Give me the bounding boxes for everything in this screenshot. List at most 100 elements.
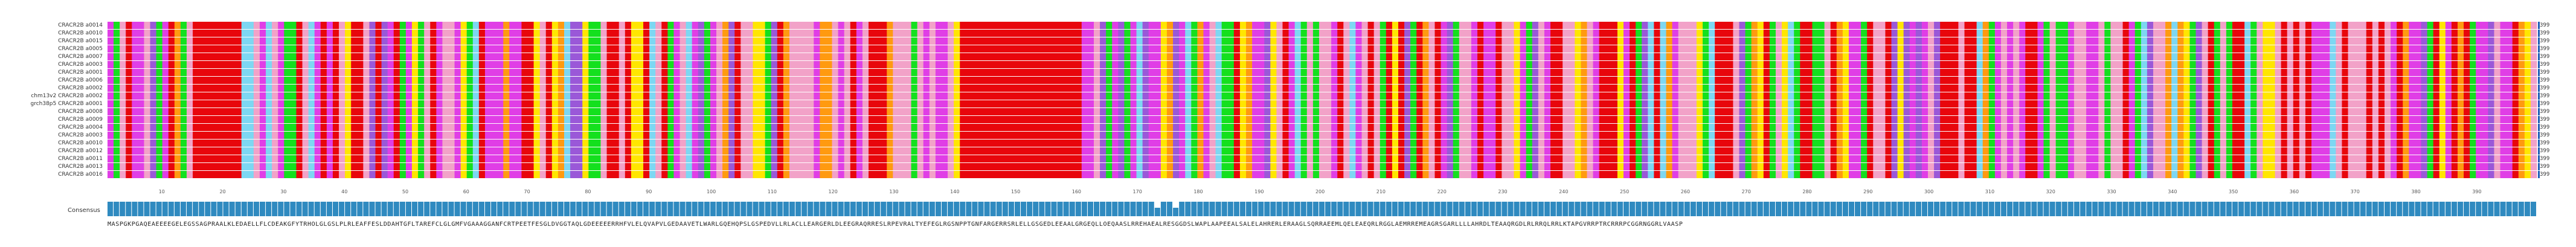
ruler-tick-label: 340: [2168, 189, 2177, 194]
sequence-label[interactable]: grch38p5 CRACR2B a0001: [30, 101, 103, 107]
ruler-tick-label: 360: [2289, 189, 2299, 194]
alignment-row: [108, 171, 2540, 178]
sequence-end-number: 399: [2540, 22, 2550, 28]
ruler-tick-label: 260: [1680, 189, 1691, 194]
sequence-end-number: 399: [2540, 85, 2550, 91]
alignment-row: [108, 163, 2540, 170]
ruler-tick-label: 370: [2350, 189, 2360, 194]
sequence-end-number: 399: [2540, 148, 2550, 154]
ruler-tick-label: 90: [646, 189, 652, 194]
ruler-tick-label: 280: [1802, 189, 1812, 194]
ruler-tick-label: 130: [889, 189, 899, 194]
sequence-end-number: 399: [2540, 77, 2550, 83]
alignment-row: [108, 45, 2540, 53]
alignment-row: [108, 37, 2540, 45]
sequence-label[interactable]: CRACR2B a0015: [58, 38, 103, 44]
ruler-tick-label: 80: [585, 189, 591, 194]
sequence-label[interactable]: CRACR2B a0011: [58, 156, 103, 162]
ruler-tick-label: 300: [1924, 189, 1934, 194]
sequence-label[interactable]: chm13v2 CRACR2B a0002: [31, 93, 103, 99]
alignment-row: [108, 147, 2540, 155]
ruler-tick-label: 250: [1619, 189, 1630, 194]
alignment-row: [108, 116, 2540, 123]
sequence-end-number: 399: [2540, 46, 2550, 52]
sequence-end-number: 399: [2540, 117, 2550, 123]
ruler-tick-label: 170: [1132, 189, 1142, 194]
ruler-tick-label: 70: [524, 189, 530, 194]
alignment-row: [108, 53, 2540, 60]
ruler-tick-label: 100: [706, 189, 716, 194]
ruler-tick-label: 180: [1193, 189, 1203, 194]
alignment-row: [108, 61, 2540, 68]
alignment-row: [108, 132, 2540, 139]
sequence-end-number: 399: [2540, 156, 2550, 162]
ruler-tick-label: 380: [2411, 189, 2421, 194]
sequence-end-number: 399: [2540, 140, 2550, 146]
ruler-tick-label: 270: [1741, 189, 1751, 194]
sequence-label[interactable]: CRACR2B a0007: [58, 54, 103, 60]
sequence-label[interactable]: CRACR2B a0005: [58, 46, 103, 52]
alignment-row: [108, 85, 2540, 92]
sequence-label[interactable]: CRACR2B a0014: [58, 22, 103, 28]
sequence-label[interactable]: CRACR2B a0013: [58, 164, 103, 170]
ruler-tick-label: 30: [280, 189, 287, 194]
sequence-end-number: 399: [2540, 164, 2550, 170]
sequence-label[interactable]: CRACR2B a0006: [58, 77, 103, 83]
ruler-tick-label: 40: [341, 189, 348, 194]
ruler-tick-label: 350: [2228, 189, 2238, 194]
ruler-tick-label: 310: [1985, 189, 1995, 194]
sequence-end-number: 399: [2540, 69, 2550, 75]
alignment-row: [108, 100, 2540, 107]
sequence-end-number: 399: [2540, 54, 2550, 60]
ruler-tick-label: 320: [2046, 189, 2055, 194]
ruler-tick-label: 220: [1437, 189, 1447, 194]
ruler-tick-label: 150: [1010, 189, 1021, 194]
ruler-tick-label: 190: [1254, 189, 1264, 194]
sequence-label[interactable]: CRACR2B a0002: [58, 85, 103, 91]
alignment-row: [108, 140, 2540, 147]
sequence-end-number: 399: [2540, 62, 2550, 68]
sequence-label[interactable]: CRACR2B a0003: [58, 132, 103, 138]
sequence-label[interactable]: CRACR2B a0010: [58, 30, 103, 36]
ruler-tick-label: 110: [767, 189, 777, 194]
sequence-end-number: 399: [2540, 172, 2550, 178]
alignment-row: [108, 124, 2540, 131]
consensus-histogram: [108, 202, 2536, 216]
sequence-label[interactable]: CRACR2B a0009: [58, 117, 103, 123]
ruler-tick-label: 210: [1376, 189, 1386, 194]
sequence-label[interactable]: CRACR2B a0003: [58, 62, 103, 68]
alignment-row: [108, 22, 2540, 29]
alignment-row: [108, 92, 2540, 100]
consensus-sequence: MASPGKPGAQEAEEEEGELEGSSAGPRAALKLEDAELLFL…: [108, 221, 1683, 228]
sequence-end-number: 399: [2540, 109, 2550, 115]
ruler-tick-label: 290: [1863, 189, 1873, 194]
sequence-end-number: 399: [2540, 132, 2550, 138]
ruler-tick-label: 240: [1559, 189, 1569, 194]
ruler-tick-label: 50: [402, 189, 409, 194]
sequence-end-number: 399: [2540, 38, 2550, 44]
ruler-tick-label: 330: [2107, 189, 2116, 194]
alignment-row: [108, 69, 2540, 76]
alignment-row: [108, 108, 2540, 115]
alignment-row: [108, 30, 2540, 37]
sequence-label[interactable]: CRACR2B a0010: [58, 140, 103, 146]
sequence-end-number: 399: [2540, 101, 2550, 107]
ruler-tick-label: 140: [950, 189, 960, 194]
sequence-label[interactable]: CRACR2B a0012: [58, 148, 103, 154]
sequence-label[interactable]: CRACR2B a0016: [58, 172, 103, 178]
sequence-label[interactable]: CRACR2B a0001: [58, 69, 103, 75]
ruler-tick-label: 20: [219, 189, 226, 194]
ruler-tick-label: 10: [158, 189, 165, 194]
ruler-tick-label: 120: [828, 189, 838, 194]
sequence-label[interactable]: CRACR2B a0004: [58, 124, 103, 130]
sequence-end-number: 399: [2540, 93, 2550, 99]
ruler-tick-label: 160: [1071, 189, 1082, 194]
ruler-tick-label: 390: [2472, 189, 2482, 194]
consensus-label: Consensus: [68, 207, 100, 214]
sequence-end-number: 399: [2540, 30, 2550, 36]
sequence-label[interactable]: CRACR2B a0008: [58, 109, 103, 115]
ruler-tick-label: 230: [1498, 189, 1508, 194]
ruler-tick-label: 200: [1315, 189, 1325, 194]
alignment-row: [108, 77, 2540, 84]
